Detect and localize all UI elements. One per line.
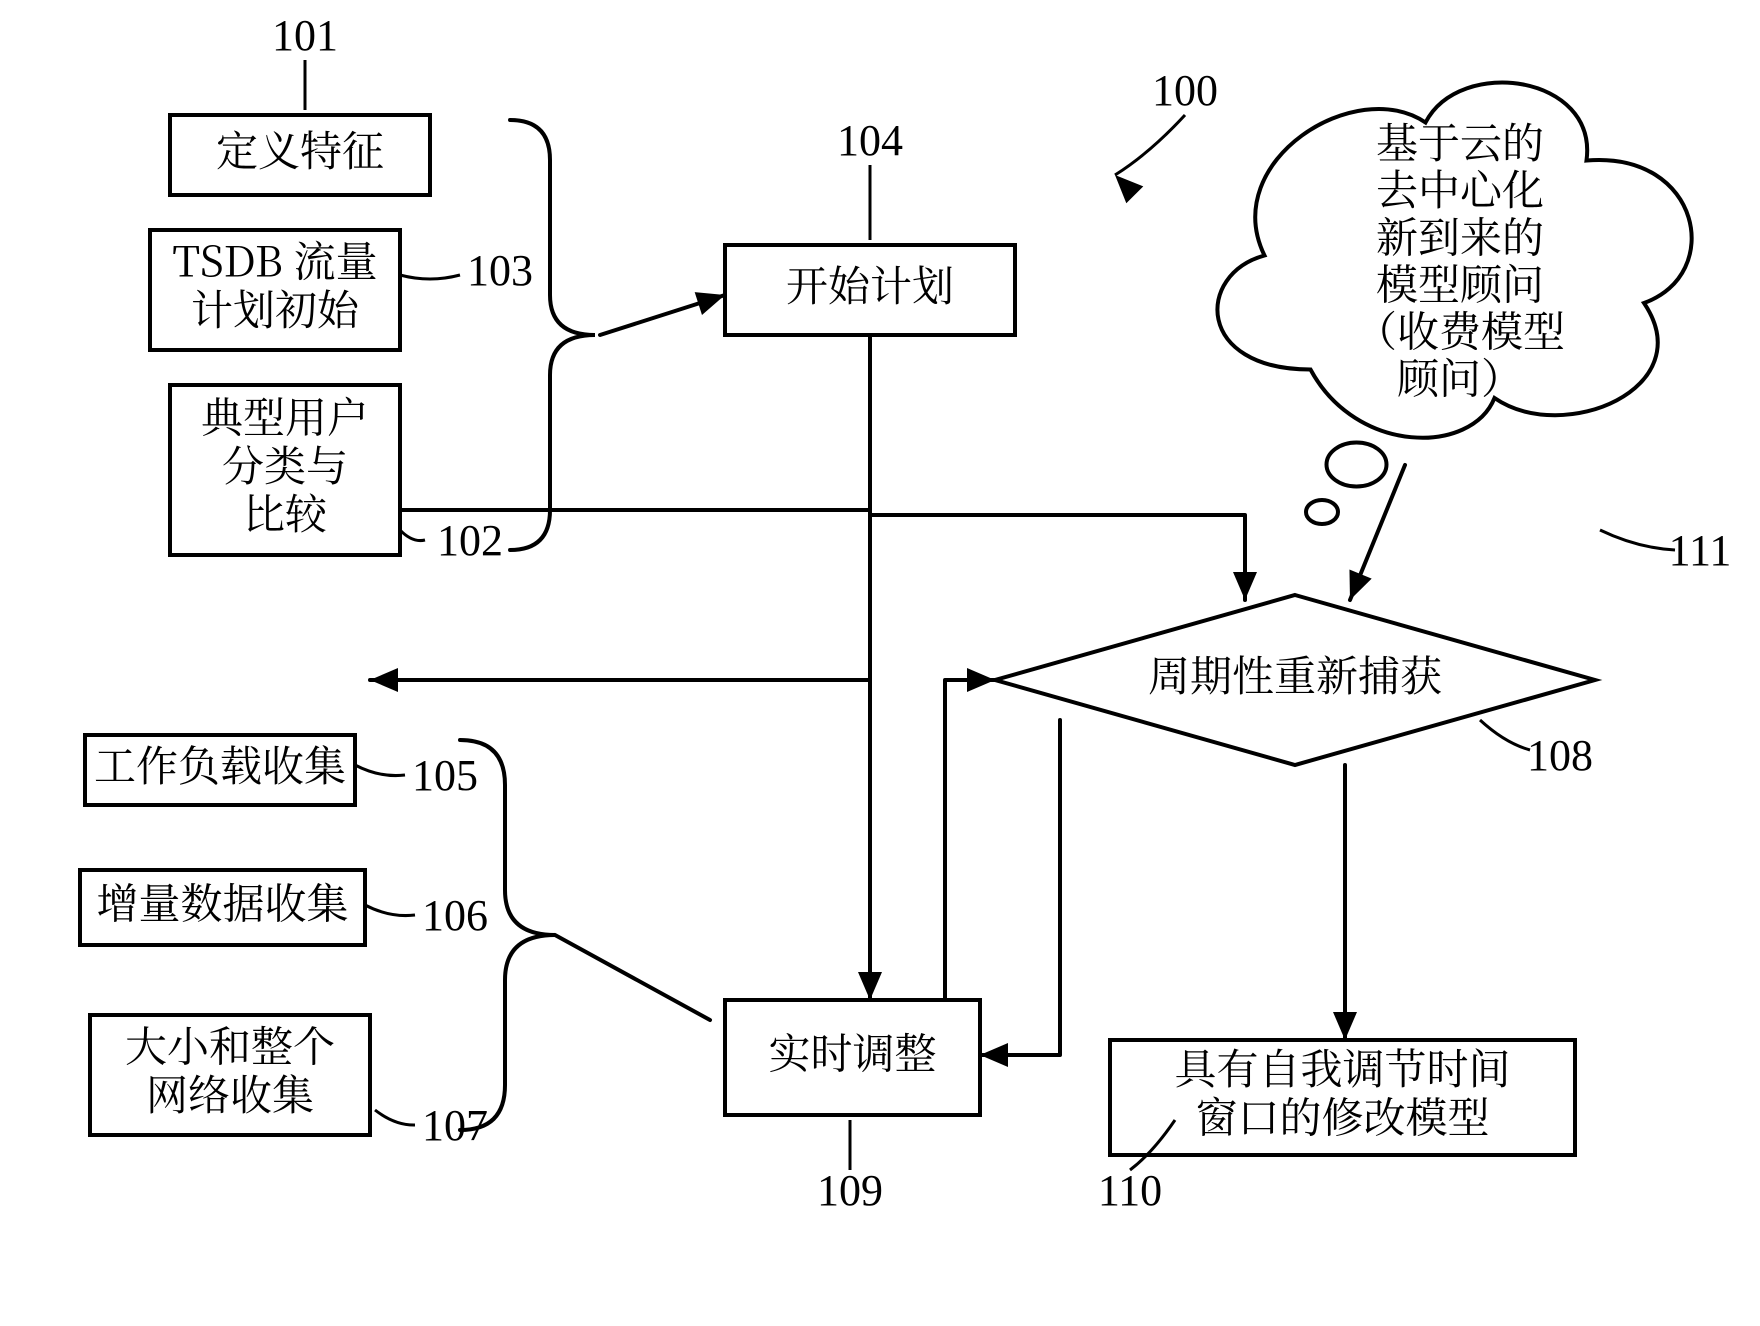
ref-n105: 105	[412, 751, 478, 800]
ref-n103: 103	[467, 246, 533, 295]
brace	[510, 120, 595, 550]
box-text-b_tsdb: 计划初始	[191, 278, 361, 338]
box-text-b_typical: 比较	[243, 482, 328, 542]
leader-n108	[1480, 720, 1530, 750]
leader-n100	[1115, 115, 1185, 175]
cloud-bubble	[1306, 500, 1338, 524]
box-text-b_define: 定义特征	[216, 119, 384, 179]
ref-n104: 104	[837, 116, 903, 165]
box-text-b_start: 开始计划	[786, 254, 954, 314]
leader-n102	[400, 530, 425, 541]
box-text-b_size: 网络收集	[146, 1063, 314, 1123]
leader-n105	[355, 765, 405, 776]
leader-n110	[1130, 1120, 1175, 1170]
cloud-bubble	[1327, 443, 1387, 487]
ref-n109: 109	[817, 1166, 883, 1215]
flow-start_to_diamond_r	[870, 515, 1245, 600]
ref-n107: 107	[422, 1101, 488, 1150]
flow-brace_bot_to_realtime	[555, 935, 710, 1020]
box-text-b_realtime: 实时调整	[768, 1021, 936, 1081]
cloud-text: 顾问）	[1397, 346, 1523, 406]
ref-n100: 100	[1152, 66, 1218, 115]
leader-n111	[1600, 530, 1675, 550]
box-text-b_workload: 工作负载收集	[94, 734, 346, 794]
diamond-text: 周期性重新捕获	[1148, 644, 1442, 704]
ref-n106: 106	[422, 891, 488, 940]
flow-realtime_up_to_diamond	[945, 680, 995, 1000]
ref-n108: 108	[1527, 731, 1593, 780]
flow-diamond_to_realtime	[980, 720, 1060, 1055]
leader-n106	[365, 905, 415, 916]
box-text-b_incr: 增量数据收集	[96, 871, 348, 931]
ref-n102: 102	[437, 516, 503, 565]
ref-n111: 111	[1669, 526, 1732, 575]
leader-n103	[400, 275, 460, 279]
ref-n110: 110	[1098, 1166, 1162, 1215]
ref-n101: 101	[272, 11, 338, 60]
leader-n107	[375, 1110, 415, 1125]
box-text-b_modify: 窗口的修改模型	[1195, 1085, 1489, 1145]
